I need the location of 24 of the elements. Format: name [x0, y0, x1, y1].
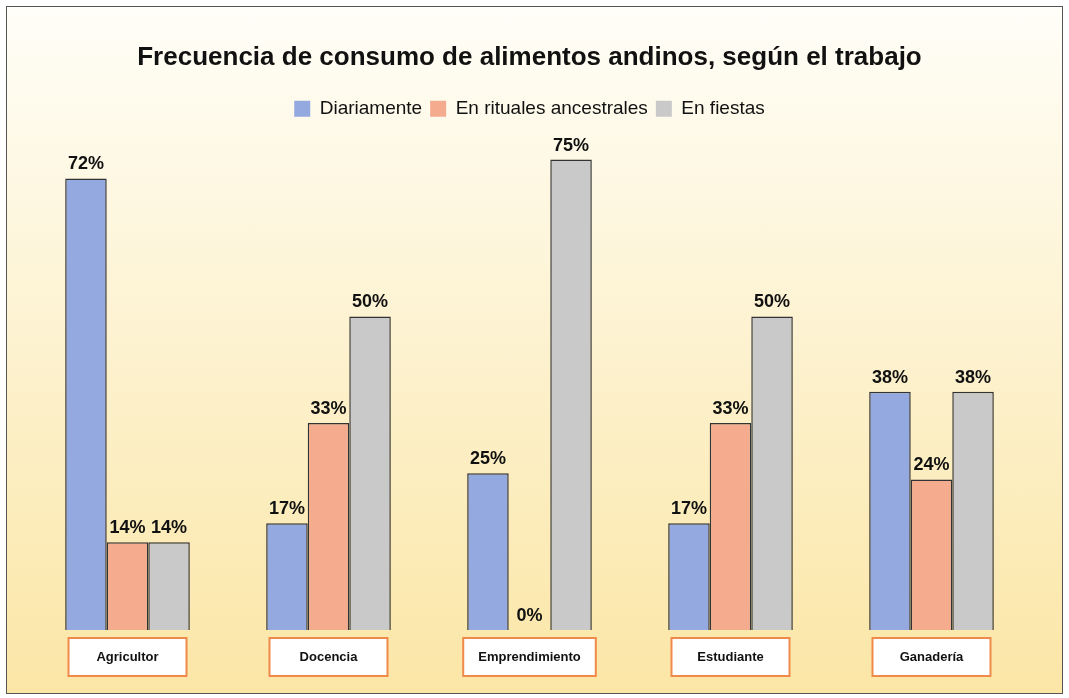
data-label: 38% — [871, 366, 908, 387]
legend-label: En rituales ancestrales — [455, 96, 648, 118]
data-label: 33% — [310, 397, 347, 418]
x-tick-label: Estudiante — [697, 648, 764, 664]
data-label: 17% — [670, 498, 707, 519]
data-label: 25% — [469, 448, 506, 469]
data-label: 72% — [67, 153, 104, 174]
chart-title: Frecuencia de consumo de alimentos andinos, según el trabajo — [137, 40, 922, 71]
data-label: 50% — [352, 291, 389, 312]
data-label: 17% — [268, 498, 305, 519]
data-label: 50% — [754, 291, 791, 312]
data-label: 0% — [516, 604, 543, 625]
legend-label: Diariamente — [319, 96, 423, 118]
x-tick-label: Emprendimiento — [478, 648, 581, 664]
data-label: 24% — [913, 454, 950, 475]
x-tick-label: Agricultor — [96, 648, 159, 664]
x-tick-label: Docencia — [299, 648, 359, 664]
legend-label: En fiestas — [681, 96, 765, 118]
data-label: 33% — [712, 397, 749, 418]
data-label: 14% — [109, 517, 146, 538]
x-tick-label: Ganadería — [899, 648, 965, 664]
data-label: 14% — [151, 517, 188, 538]
data-label: 75% — [553, 134, 590, 155]
data-label: 38% — [955, 366, 992, 387]
